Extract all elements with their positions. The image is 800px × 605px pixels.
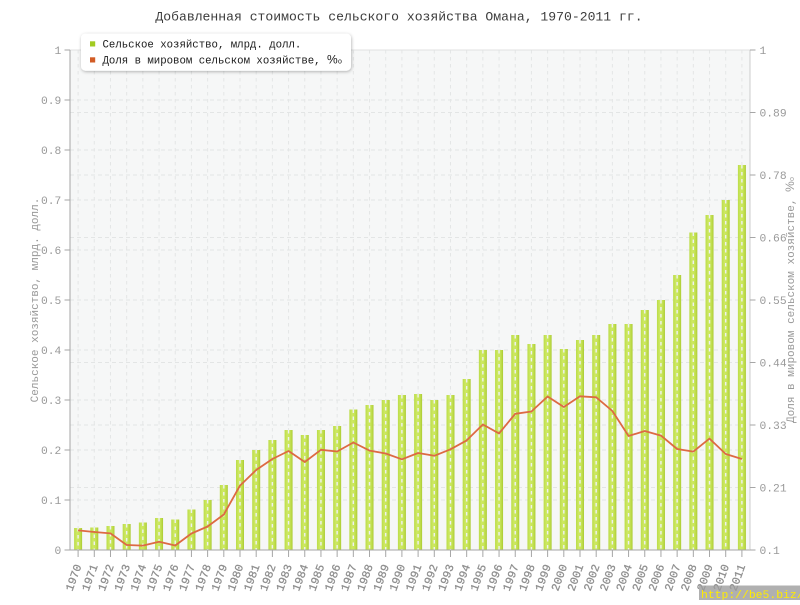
svg-text:Сельское хозяйство, млрд. долл: Сельское хозяйство, млрд. долл. <box>103 40 302 52</box>
svg-text:0.78: 0.78 <box>760 171 787 183</box>
svg-text:0.9: 0.9 <box>41 96 61 108</box>
svg-text:0.21: 0.21 <box>760 483 787 495</box>
svg-text:1: 1 <box>55 46 62 58</box>
svg-text:0.5: 0.5 <box>41 296 62 308</box>
svg-text:0.44: 0.44 <box>760 358 787 370</box>
svg-text:0.89: 0.89 <box>760 108 787 120</box>
svg-text:Доля в мировом сельском хозяйс: Доля в мировом сельском хозяйстве, %o <box>103 53 342 68</box>
svg-text:http://be5.biz/: http://be5.biz/ <box>701 590 800 600</box>
svg-text:Доля в мировом сельском хозяйс: Доля в мировом сельском хозяйстве, %o <box>783 177 798 423</box>
svg-text:0.33: 0.33 <box>760 421 787 433</box>
svg-text:0.66: 0.66 <box>760 233 787 245</box>
svg-text:0.3: 0.3 <box>41 396 62 408</box>
svg-text:0.55: 0.55 <box>760 296 787 308</box>
svg-text:0.1: 0.1 <box>760 546 781 558</box>
svg-text:0.8: 0.8 <box>41 146 62 158</box>
svg-text:0: 0 <box>55 546 62 558</box>
svg-text:0.7: 0.7 <box>41 196 61 208</box>
svg-text:1: 1 <box>760 46 767 58</box>
svg-text:0.4: 0.4 <box>41 346 62 358</box>
svg-text:0.1: 0.1 <box>41 496 62 508</box>
svg-text:Сельское хозяйство, млрд. долл: Сельское хозяйство, млрд. долл. <box>30 198 42 403</box>
svg-text:0.6: 0.6 <box>41 246 62 258</box>
svg-text:Добавленная стоимость сельског: Добавленная стоимость сельского хозяйств… <box>155 10 642 25</box>
svg-text:0.2: 0.2 <box>41 446 61 458</box>
